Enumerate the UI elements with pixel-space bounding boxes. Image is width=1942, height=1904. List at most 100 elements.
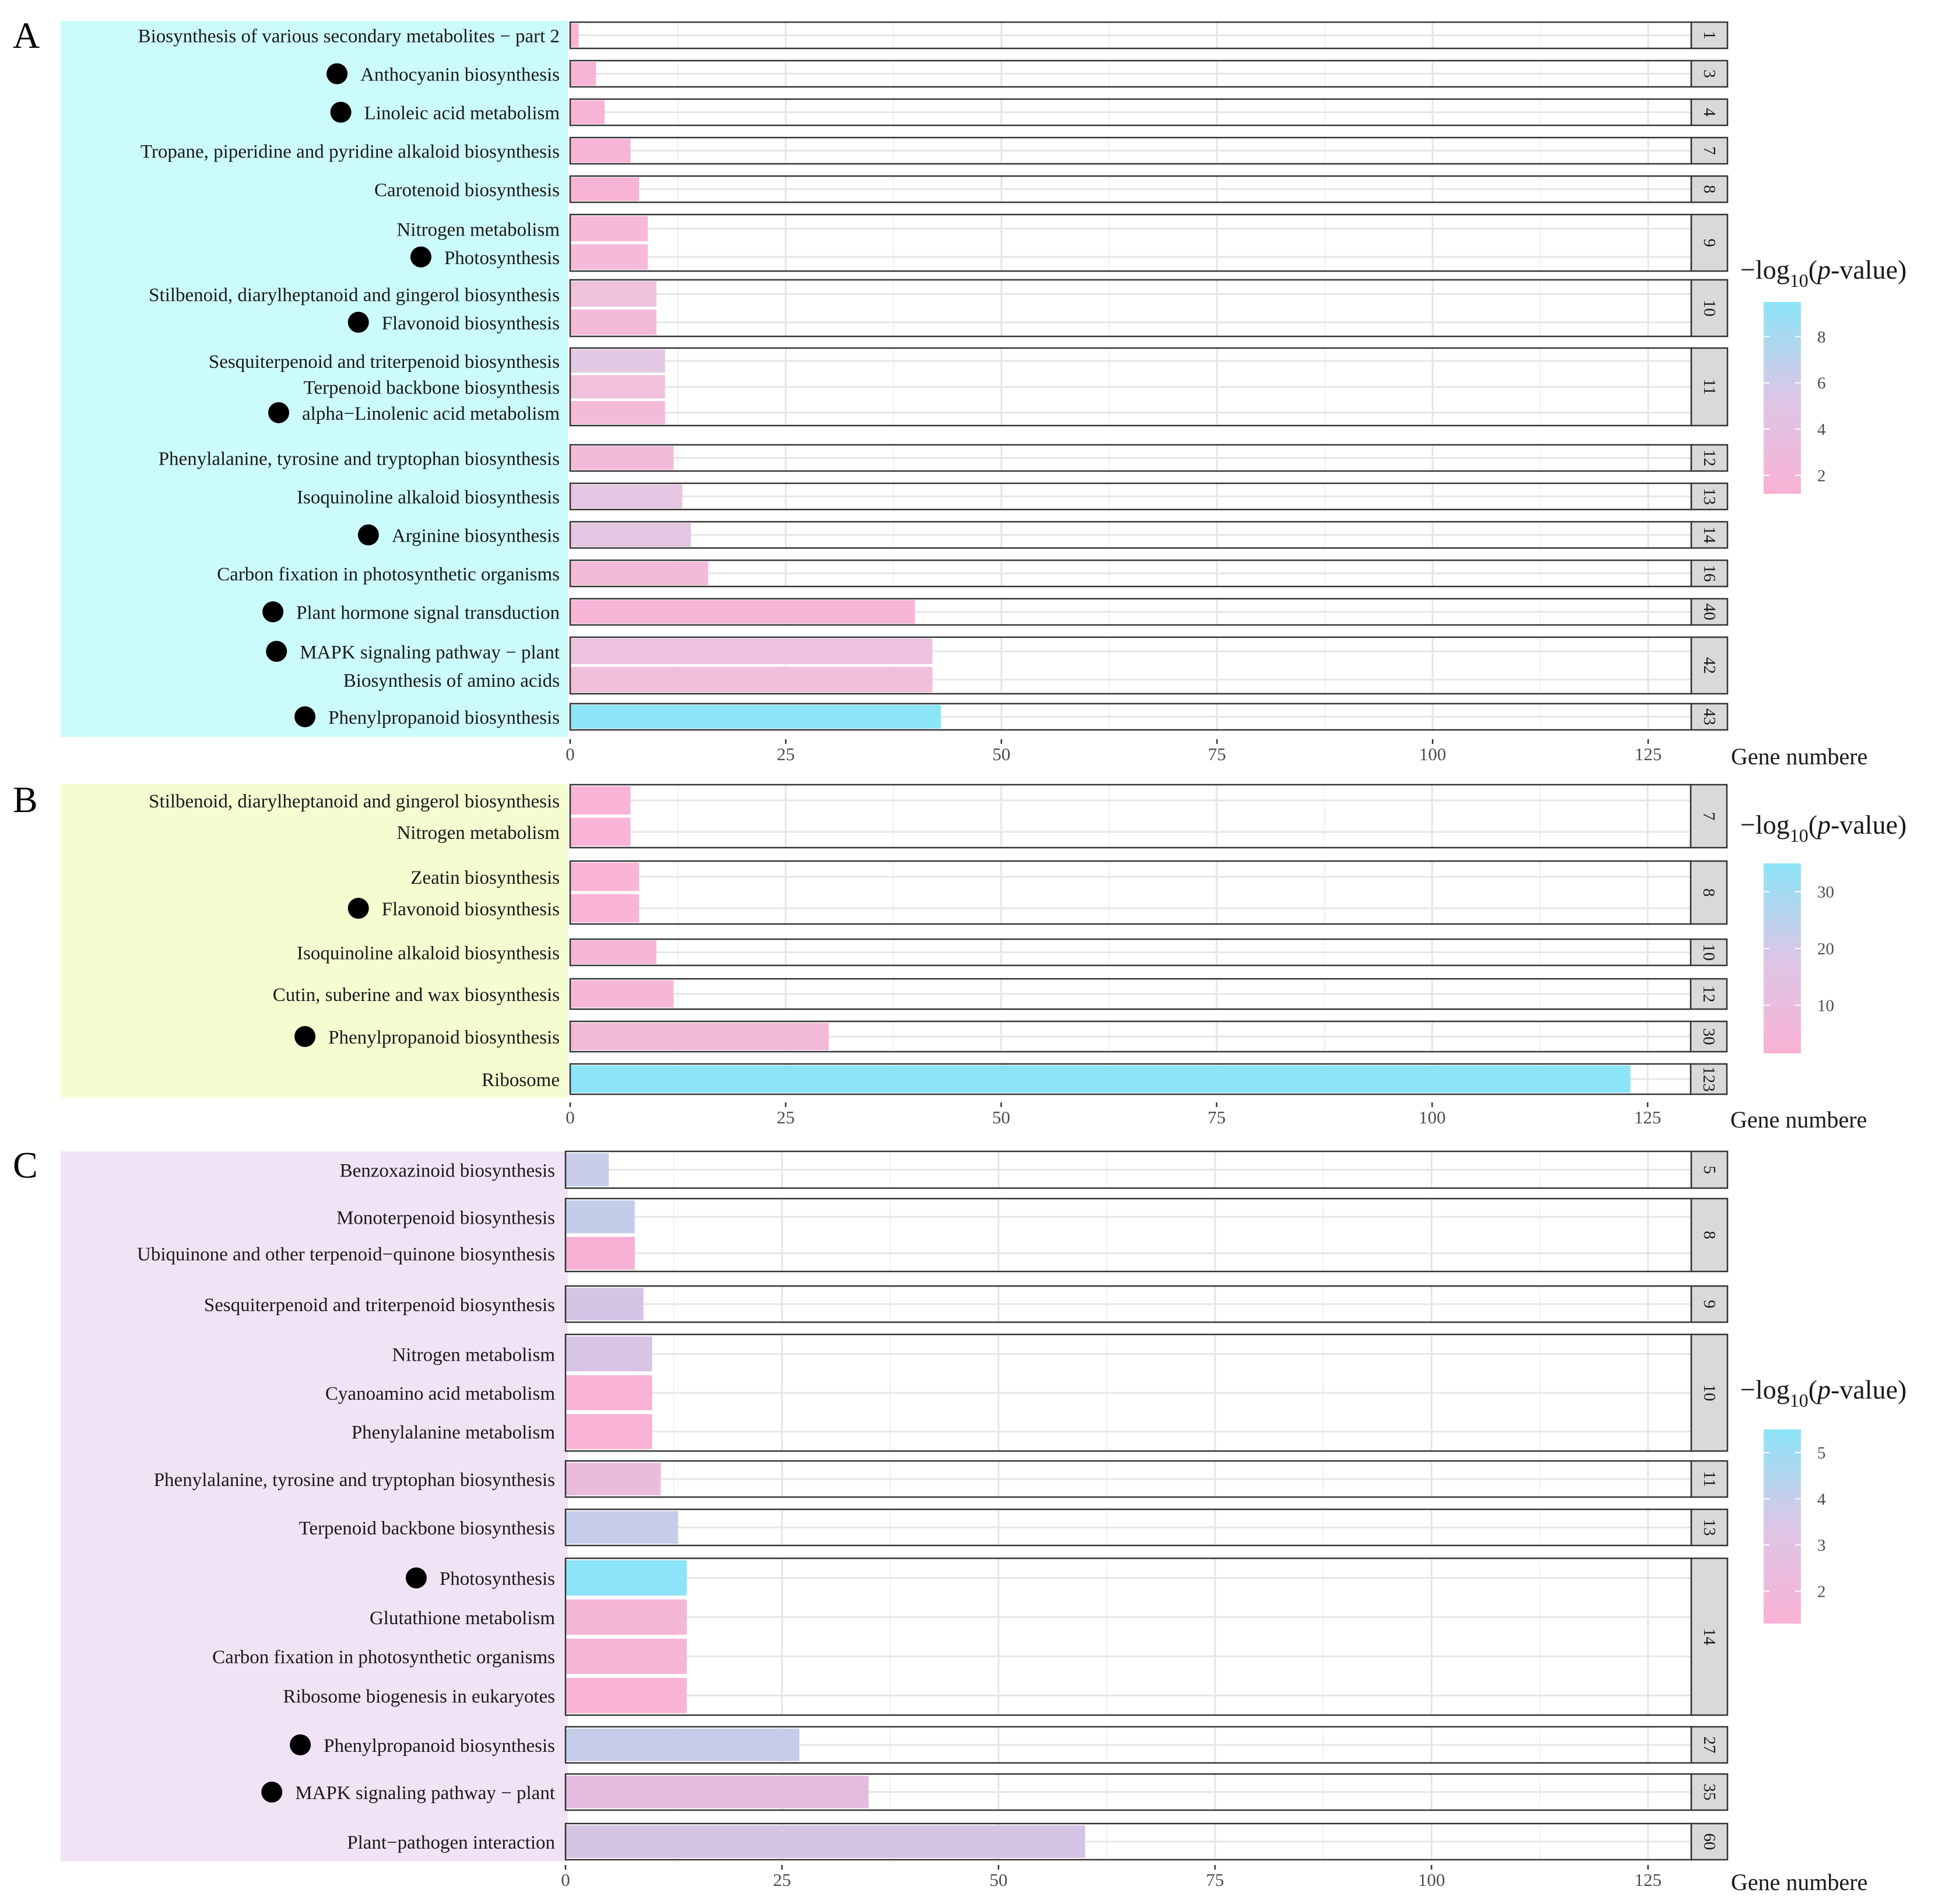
bar [570, 23, 579, 47]
facet-strip [1690, 636, 1729, 695]
key-pathway-marker [294, 1026, 316, 1047]
legend-tick-label: 2 [1817, 466, 1826, 485]
facet-group: Nitrogen metabolism Cyanoamino acid metab… [325, 1333, 1729, 1452]
facet-strip-label: 11 [1700, 379, 1719, 395]
facet-strip-label: 40 [1700, 603, 1719, 620]
facet-strip-label: 14 [1700, 526, 1719, 544]
facet-group: Isoquinoline alkaloid biosynthesis 13 [297, 482, 1729, 511]
category-label: Isoquinoline alkaloid biosynthesis [297, 943, 560, 964]
bar [566, 1776, 869, 1808]
category-label: Zeatin biosynthesis [410, 867, 560, 888]
facet-plot-area [566, 1558, 1691, 1715]
facet-strip-label: 123 [1699, 1066, 1718, 1092]
facet-strip [1690, 21, 1729, 50]
bar [566, 1560, 687, 1596]
legend-tick-label: 3 [1817, 1536, 1826, 1555]
bar [570, 638, 933, 665]
facet-strip-label: 10 [1699, 944, 1718, 961]
bar [570, 216, 648, 242]
bar [566, 1375, 652, 1410]
panel-a-label-background [61, 21, 568, 737]
category-label: Terpenoid backbone biosynthesis [299, 1518, 555, 1539]
category-label: Anthocyanin biosynthesis [360, 65, 560, 86]
bar [570, 786, 631, 815]
bar [566, 1336, 652, 1372]
bar [566, 1414, 652, 1449]
facet-strip [1690, 598, 1729, 626]
color-legend: −log10(p-value) 2 4 6 8 [1740, 255, 1906, 494]
bar [566, 1825, 1086, 1858]
bar [570, 862, 640, 891]
facet-strip-label: 11 [1700, 1471, 1719, 1487]
panel-letter: B [13, 779, 38, 820]
legend-tick-label: 20 [1817, 940, 1834, 958]
key-pathway-marker [268, 402, 290, 423]
facet-group: Stilbenoid, diarylheptanoid and gingerol… [149, 279, 1729, 338]
facet-strip [1690, 1822, 1729, 1861]
facet-strip [1690, 59, 1729, 88]
facet-group: Sesquiterpenoid and triterpenoid biosynt… [204, 1285, 1729, 1323]
facet-strip [1690, 213, 1729, 272]
facet-strip-label: 10 [1700, 1385, 1719, 1401]
facet-group: Ribosome 123 [482, 1063, 1728, 1095]
facet-strip [1690, 521, 1729, 549]
category-label: Nitrogen metabolism [396, 823, 560, 844]
bar [566, 1638, 687, 1674]
facet-strip-label: 13 [1700, 1519, 1719, 1536]
facet-group: Phenylalanine, tyrosine and tryptophan b… [154, 1460, 1729, 1498]
key-pathway-marker [261, 1782, 283, 1803]
facet-plot-area [570, 861, 1691, 924]
facet-group: Zeatin biosynthesis Flavonoid biosynthesi… [382, 860, 1728, 925]
facet-strip-label: 7 [1699, 812, 1718, 821]
key-pathway-marker [294, 706, 316, 728]
category-label: Ribosome [482, 1070, 560, 1091]
bar [570, 484, 683, 508]
category-label: alpha−Linolenic acid metabolism [302, 403, 560, 424]
category-label: Flavonoid biosynthesis [382, 899, 560, 920]
key-pathway-marker [347, 898, 369, 919]
bar [570, 600, 915, 624]
facet-strip-label: 60 [1700, 1833, 1719, 1850]
panel-b: B Stilbenoid, diarylheptanoid and gingero… [13, 779, 1906, 1133]
x-axis-title: Gene numbere [1730, 1106, 1867, 1133]
facet-group: Arginine biosynthesis 14 [392, 521, 1729, 549]
category-label: Isoquinoline alkaloid biosynthesis [297, 487, 560, 508]
facet-group: Phenylpropanoid biosynthesis 30 [328, 1020, 1728, 1053]
facet-strip [1690, 1773, 1729, 1811]
x-tick-label: 75 [1206, 1870, 1224, 1890]
facet-strip-label: 5 [1700, 1165, 1719, 1174]
x-tick-label: 75 [1207, 1107, 1225, 1127]
bar [570, 561, 708, 585]
bar [570, 705, 942, 729]
facet-group: Benzoxazinoid biosynthesis 5 [340, 1150, 1729, 1189]
legend-tick-label: 6 [1817, 374, 1826, 393]
facet-plot-area [566, 1199, 1691, 1271]
category-label: Sesquiterpenoid and triterpenoid biosynt… [209, 352, 560, 373]
panel-c: C Benzoxazinoid biosynthesis 5 Monoterpenoi… [13, 1144, 1906, 1895]
key-pathway-marker [262, 601, 284, 623]
facet-strip [1690, 938, 1728, 967]
facet-strip [1690, 860, 1728, 925]
category-label: Carotenoid biosynthesis [374, 180, 560, 201]
facet-strip-label: 3 [1700, 69, 1719, 78]
x-tick-label: 125 [1634, 1870, 1662, 1890]
facet-strip [1690, 1333, 1729, 1452]
facet-strip [1690, 482, 1729, 511]
x-tick-label: 0 [566, 1107, 575, 1127]
facet-plot-area [570, 215, 1691, 271]
category-label: Cutin, suberine and wax biosynthesis [273, 985, 560, 1006]
category-label: MAPK signaling pathway − plant [300, 642, 560, 663]
facet-strip [1690, 175, 1729, 203]
x-tick-label: 25 [773, 1870, 791, 1890]
bar [570, 349, 665, 373]
legend-colorbar [1764, 863, 1801, 1053]
bar [570, 281, 656, 307]
bar [566, 1511, 679, 1544]
legend-title: −log10(p-value) [1740, 255, 1906, 291]
facet-strip [1690, 1460, 1729, 1498]
facet-group: Biosynthesis of various secondary metabo… [138, 21, 1729, 50]
facet-group: Terpenoid backbone biosynthesis 13 [299, 1508, 1729, 1547]
facet-strip-label: 27 [1700, 1737, 1719, 1754]
facet-strip [1690, 702, 1729, 731]
